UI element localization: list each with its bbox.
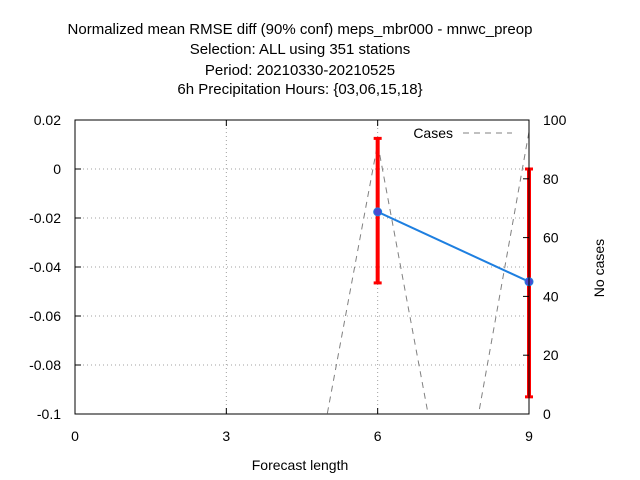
x-tick-label: 6	[374, 428, 382, 444]
y2-axis-label: No cases	[591, 239, 607, 297]
x-axis-label: Forecast length	[252, 457, 349, 473]
y2-tick-label: 40	[543, 288, 559, 304]
y-tick-label: -0.08	[29, 357, 61, 373]
y-tick-label: -0.06	[29, 308, 61, 324]
chart-title-line-4: 6h Precipitation Hours: {03,06,15,18}	[177, 81, 423, 98]
x-tick-label: 3	[222, 428, 230, 444]
rmse-point	[373, 207, 383, 217]
chart-title-line-2: Selection: ALL using 351 stations	[189, 41, 411, 58]
y-tick-label: 0	[53, 161, 61, 177]
axis-ticks: 0 3 6 9 0.02 0 -0.02 -0.04 -0.06 -0.08 -0.1 100 80 60…	[29, 112, 566, 444]
cases-series	[75, 131, 530, 415]
legend-label-cases: Cases	[413, 125, 453, 141]
grid	[75, 120, 529, 414]
y2-tick-label: 20	[543, 347, 559, 363]
y-tick-label: 0.02	[34, 112, 61, 128]
y2-tick-label: 100	[543, 112, 567, 128]
y2-tick-label: 80	[543, 171, 559, 187]
y-tick-label: -0.1	[37, 406, 61, 422]
rmse-series	[373, 207, 534, 287]
errorbars	[373, 136, 533, 399]
cases-line	[75, 131, 530, 415]
chart-title-line-1: Normalized mean RMSE diff (90% conf) mep…	[67, 21, 533, 38]
rmse-line	[377, 210, 530, 283]
chart-title-line-3: Period: 20210330-20210525	[204, 62, 396, 79]
y-tick-label: -0.04	[29, 259, 61, 275]
legend: Cases	[413, 125, 512, 141]
y2-tick-label: 60	[543, 230, 559, 246]
y-tick-label: -0.02	[29, 210, 61, 226]
x-tick-label: 9	[525, 428, 533, 444]
y2-tick-label: 0	[543, 406, 551, 422]
x-tick-label: 0	[71, 428, 79, 444]
